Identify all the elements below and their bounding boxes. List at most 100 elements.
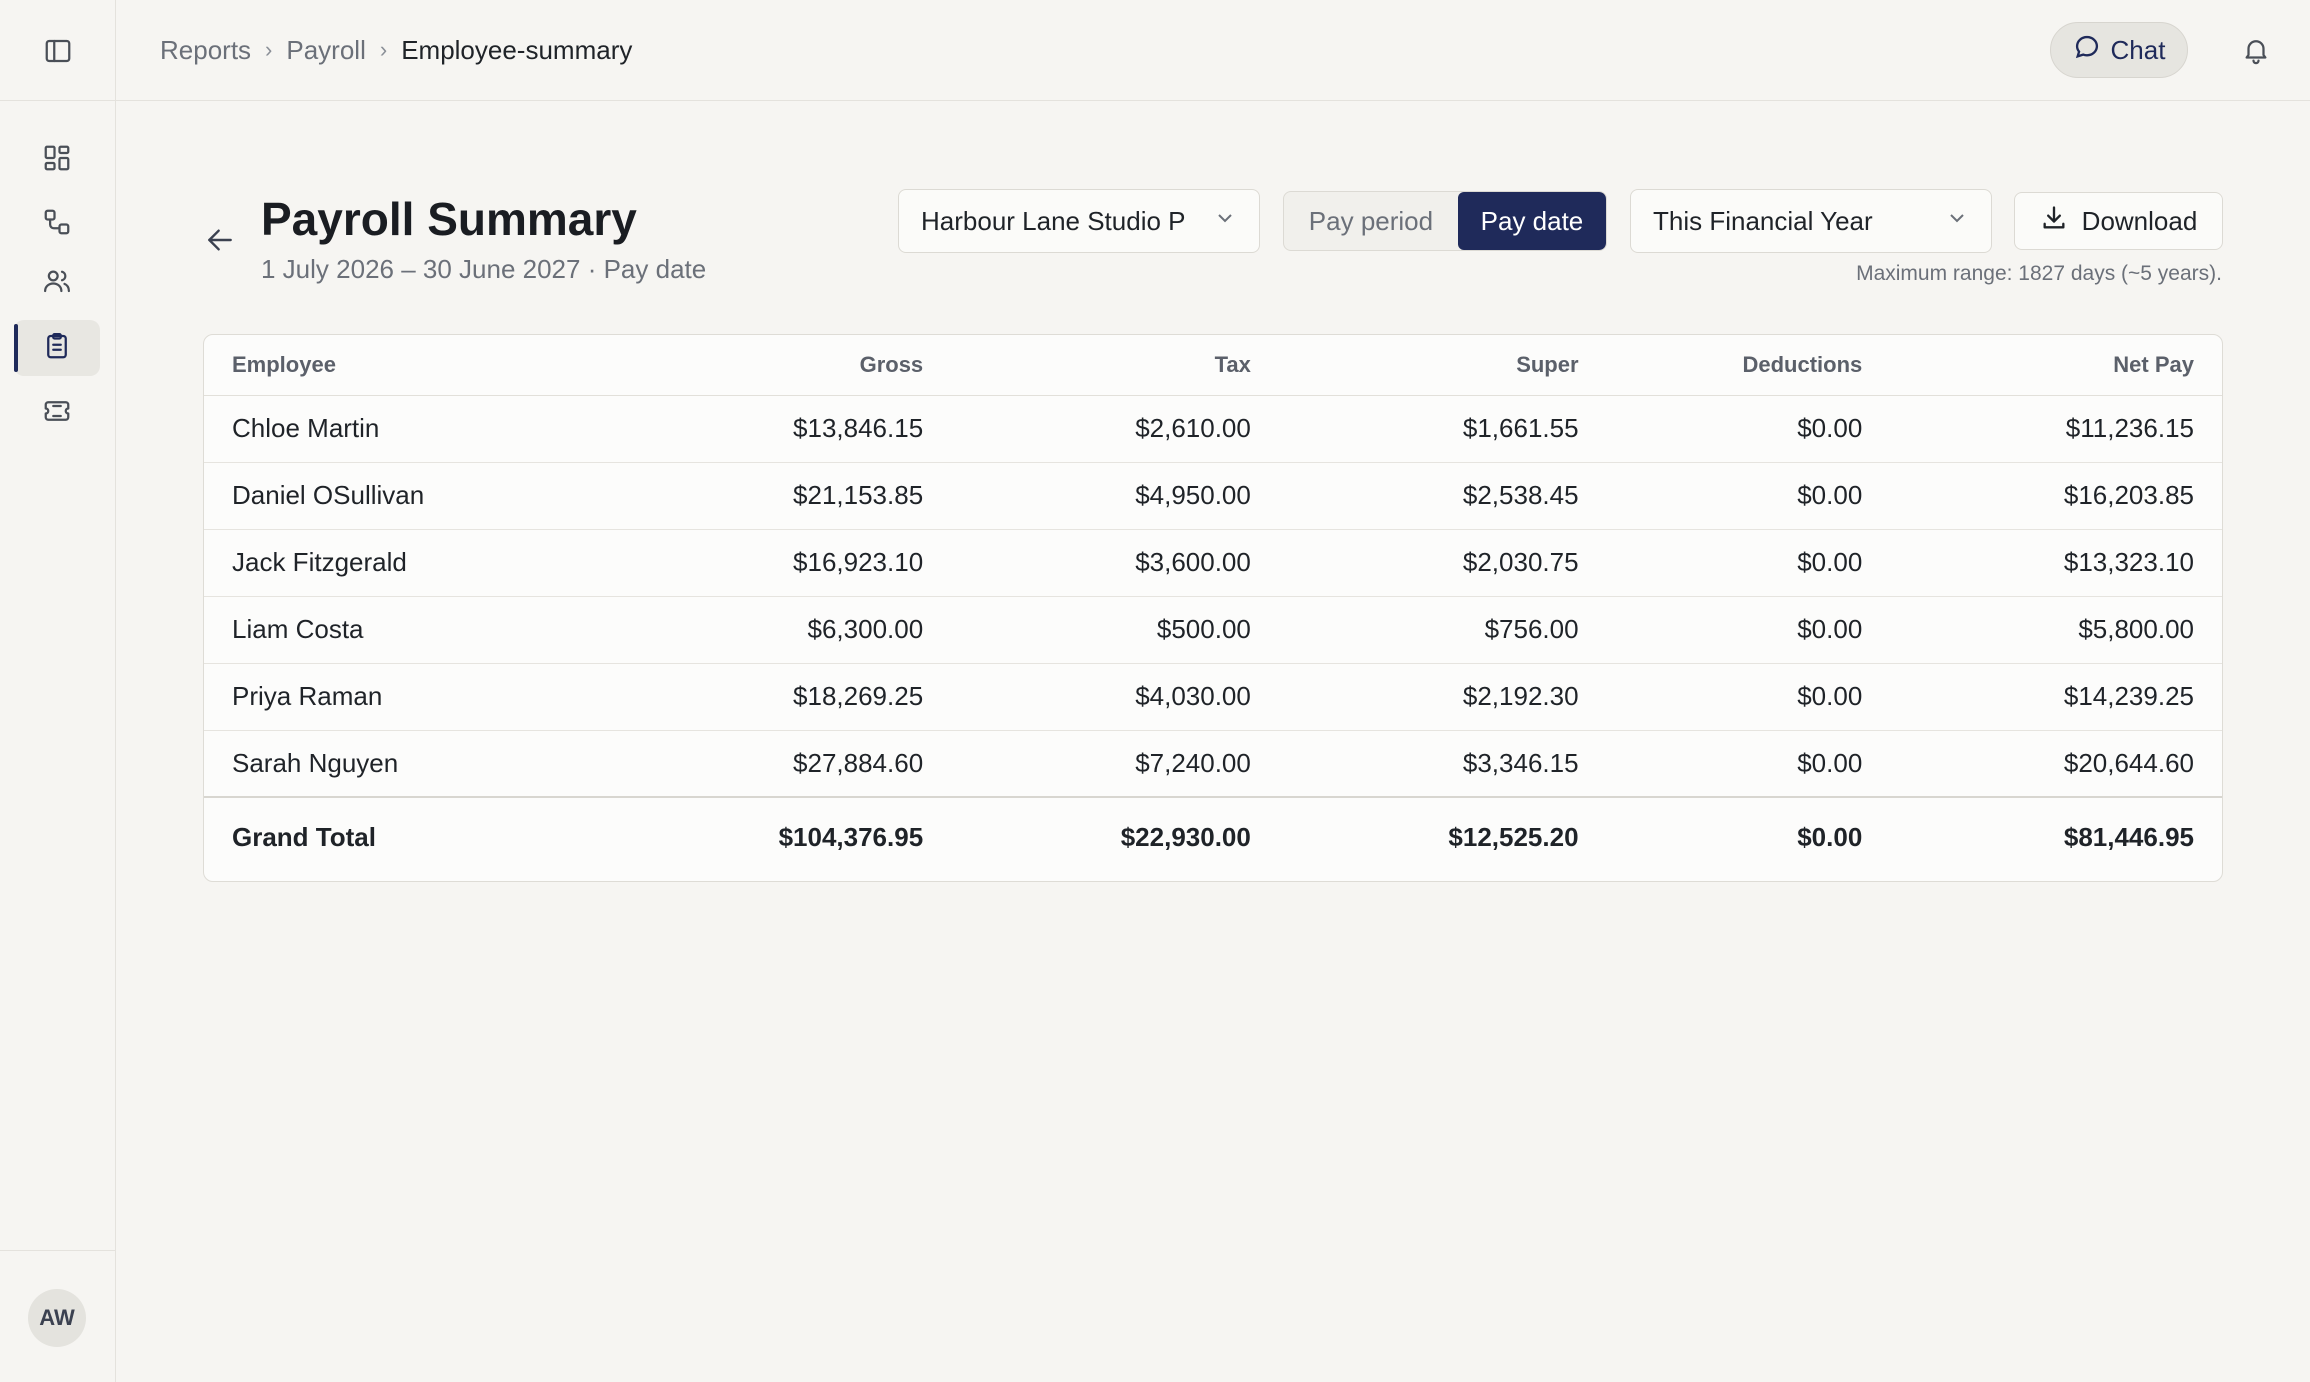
column-header-super[interactable]: Super [1278,335,1607,396]
cell-gross: $16,923.10 [623,529,952,597]
table-row[interactable]: Liam Costa $6,300.00 $500.00 $756.00 $0.… [204,596,2222,664]
breadcrumb: Reports › Payroll › Employee-summary [160,30,632,70]
chat-button[interactable]: Chat [2050,22,2188,78]
cell-net-pay: $5,800.00 [1890,596,2222,664]
period-select[interactable]: This Financial Year [1630,189,1992,253]
cell-super: $2,192.30 [1278,663,1607,731]
total-net-pay: $81,446.95 [1890,796,2222,877]
nav-reports[interactable] [14,320,100,376]
nav-people[interactable] [14,255,100,311]
total-super: $12,525.20 [1278,796,1607,877]
table-row[interactable]: Sarah Nguyen $27,884.60 $7,240.00 $3,346… [204,730,2222,798]
cell-net-pay: $11,236.15 [1890,395,2222,463]
nav-workflows[interactable] [14,196,100,252]
cell-deductions: $0.00 [1606,462,1891,530]
cell-gross: $13,846.15 [623,395,952,463]
cell-deductions: $0.00 [1606,529,1891,597]
column-header-deductions[interactable]: Deductions [1606,335,1891,396]
breadcrumb-reports[interactable]: Reports [160,34,252,65]
column-header-employee[interactable]: Employee [204,335,624,396]
cell-net-pay: $16,203.85 [1890,462,2222,530]
cell-net-pay: $20,644.60 [1890,730,2222,798]
cell-employee: Chloe Martin [204,395,624,463]
cell-employee: Priya Raman [204,663,624,731]
toggle-pay-date[interactable]: Pay date [1457,192,1606,250]
cell-employee: Jack Fitzgerald [204,529,624,597]
table-row[interactable]: Priya Raman $18,269.25 $4,030.00 $2,192.… [204,663,2222,731]
table-row[interactable]: Daniel OSullivan $21,153.85 $4,950.00 $2… [204,462,2222,530]
cell-super: $3,346.15 [1278,730,1607,798]
column-header-tax[interactable]: Tax [951,335,1279,396]
cell-employee: Daniel OSullivan [204,462,624,530]
cell-super: $2,030.75 [1278,529,1607,597]
chat-bubble-icon [2073,33,2101,68]
cell-deductions: $0.00 [1606,730,1891,798]
company-select[interactable]: Harbour Lane Studio P [898,189,1260,253]
cell-tax: $3,600.00 [951,529,1279,597]
clipboard-icon [42,331,72,366]
topbar: Reports › Payroll › Employee-summary Cha… [116,0,2310,101]
company-select-value: Harbour Lane Studio P [921,205,1186,236]
range-note: Maximum range: 1827 days (~5 years). [1856,262,2222,285]
table-row[interactable]: Jack Fitzgerald $16,923.10 $3,600.00 $2,… [204,529,2222,597]
cell-tax: $4,950.00 [951,462,1279,530]
cell-tax: $4,030.00 [951,663,1279,731]
people-icon [42,266,72,301]
cell-tax: $2,610.00 [951,395,1279,463]
period-select-value: This Financial Year [1653,205,1873,236]
breadcrumb-current: Employee-summary [401,34,633,65]
cell-gross: $21,153.85 [623,462,952,530]
breadcrumb-separator: › [379,37,388,62]
cell-tax: $500.00 [951,596,1279,664]
cell-gross: $18,269.25 [623,663,952,731]
page-title: Payroll Summary [261,193,637,245]
cell-net-pay: $13,323.10 [1890,529,2222,597]
chat-button-label: Chat [2110,34,2166,65]
cell-super: $2,538.45 [1278,462,1607,530]
sidebar-footer [0,1250,115,1382]
payroll-table: Employee Gross Tax Super Deductions Net … [203,334,2223,882]
cell-super: $1,661.55 [1278,395,1607,463]
column-header-net-pay[interactable]: Net Pay [1890,335,2222,396]
ticket-icon [42,396,72,431]
cell-employee: Liam Costa [204,596,624,664]
cell-deductions: $0.00 [1606,663,1891,731]
table-header-row: Employee Gross Tax Super Deductions Net … [204,335,2222,396]
column-header-gross[interactable]: Gross [623,335,952,396]
cell-deductions: $0.00 [1606,395,1891,463]
nav-dashboard[interactable] [14,132,100,188]
sidebar [0,0,116,1382]
cell-super: $756.00 [1278,596,1607,664]
total-deductions: $0.00 [1606,796,1891,877]
toggle-pay-period[interactable]: Pay period [1308,205,1434,236]
cell-deductions: $0.00 [1606,596,1891,664]
bell-icon[interactable] [2234,28,2278,72]
breadcrumb-payroll[interactable]: Payroll [286,34,366,65]
workflow-icon [42,207,72,242]
cell-gross: $6,300.00 [623,596,952,664]
download-button[interactable]: Download [2014,192,2223,250]
cell-gross: $27,884.60 [623,730,952,798]
table-row[interactable]: Chloe Martin $13,846.15 $2,610.00 $1,661… [204,395,2222,463]
chevron-down-icon [1213,206,1237,237]
grand-total-row: Grand Total $104,376.95 $22,930.00 $12,5… [204,796,2222,877]
sidebar-toggle-icon[interactable] [36,30,80,72]
total-gross: $104,376.95 [623,796,952,877]
breadcrumb-separator: › [265,37,273,62]
arrow-left-icon[interactable] [200,220,240,260]
download-button-label: Download [2081,205,2198,236]
cell-employee: Sarah Nguyen [204,730,624,798]
download-icon [2040,204,2068,239]
total-tax: $22,930.00 [951,796,1279,877]
cell-tax: $7,240.00 [951,730,1279,798]
page-subtitle: 1 July 2026 – 30 June 2027 · Pay date [261,254,707,284]
avatar[interactable]: AW [28,1289,86,1347]
chevron-down-icon [1945,206,1969,237]
sidebar-header [0,0,115,101]
dashboard-icon [42,143,72,178]
total-label: Grand Total [204,796,624,877]
nav-tickets[interactable] [14,385,100,441]
cell-net-pay: $14,239.25 [1890,663,2222,731]
date-basis-toggle: Pay period Pay date [1283,191,1607,251]
